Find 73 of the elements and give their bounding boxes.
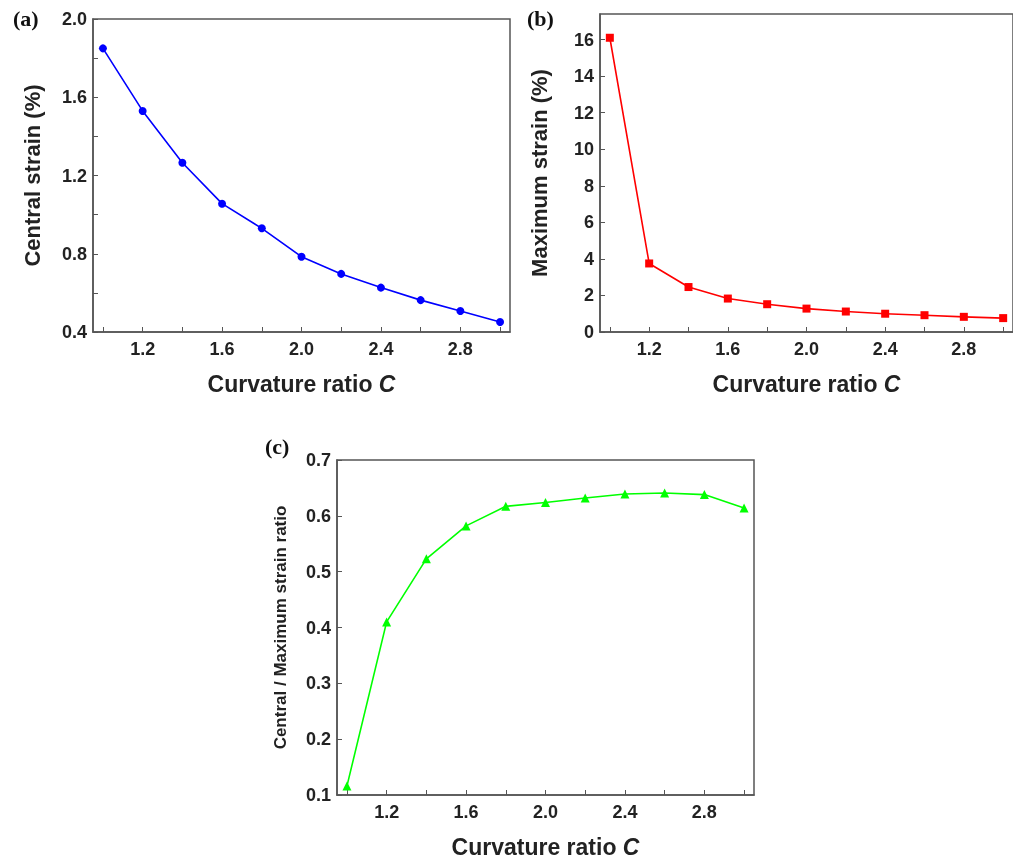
y-tick-label: 0 <box>583 322 594 342</box>
x-tick-label: 2.8 <box>951 339 977 359</box>
point <box>739 503 749 513</box>
y-tick-label: 0.2 <box>305 729 331 750</box>
point <box>959 312 968 321</box>
x-tick-label: 1.2 <box>636 339 662 359</box>
point <box>620 489 630 499</box>
y-tick-label: 1.2 <box>61 165 87 186</box>
y-tick-label: 10 <box>573 139 594 160</box>
x-axis-title: Curvature ratio C <box>712 370 901 397</box>
x-tick-label: 2.0 <box>288 339 315 359</box>
y-tick-label: 16 <box>573 29 594 50</box>
x-tick-label: 2.0 <box>532 802 559 822</box>
point <box>645 259 654 268</box>
y-tick-label: 1.6 <box>61 87 87 108</box>
point <box>416 296 425 305</box>
y-tick-label: 2.0 <box>61 9 87 29</box>
point <box>699 490 709 500</box>
point <box>218 199 227 208</box>
y-tick-label: 0.4 <box>61 322 87 342</box>
x-tick-label: 1.6 <box>453 802 479 822</box>
y-tick-label: 0.6 <box>305 505 331 526</box>
point <box>376 283 385 292</box>
point <box>496 318 505 327</box>
x-tick-label: 2.8 <box>691 802 717 822</box>
point <box>456 307 465 316</box>
y-axis-title: Maximum strain (%) <box>526 69 552 277</box>
y-tick-label: 2 <box>583 285 594 306</box>
x-tick-label: 2.0 <box>793 339 820 359</box>
y-axis-title: Central strain (%) <box>19 84 45 267</box>
point <box>920 311 929 320</box>
point <box>541 497 550 507</box>
x-tick-label: 1.6 <box>209 339 235 359</box>
y-tick-label: 0.5 <box>305 561 331 582</box>
point <box>257 224 266 233</box>
x-tick-label: 2.8 <box>447 339 473 359</box>
y-tick-label: 14 <box>573 66 594 87</box>
x-tick-label: 2.4 <box>368 339 394 359</box>
point <box>881 309 890 318</box>
point <box>999 314 1008 323</box>
point <box>342 781 352 791</box>
y-tick-label: 4 <box>583 248 594 269</box>
y-tick-label: 0.1 <box>305 785 331 805</box>
y-axis-title: Central / Maximum strain ratio <box>271 505 290 750</box>
x-tick-label: 1.6 <box>715 339 741 359</box>
x-axis-title: Curvature ratio C <box>451 833 640 860</box>
x-tick-label: 2.4 <box>612 802 638 822</box>
point <box>297 252 306 261</box>
x-tick-label: 1.2 <box>374 802 400 822</box>
point <box>178 158 187 167</box>
chart-title: (a) <box>13 5 39 31</box>
x-tick-label: 2.4 <box>872 339 898 359</box>
x-axis-title: Curvature ratio C <box>207 370 396 397</box>
chart-title: (c) <box>265 433 290 459</box>
point <box>684 283 693 292</box>
point <box>98 44 107 53</box>
point <box>723 294 732 303</box>
y-tick-label: 0.7 <box>305 450 331 470</box>
y-tick-label: 12 <box>573 102 594 123</box>
y-tick-label: 0.4 <box>305 617 331 638</box>
point <box>605 33 614 42</box>
point <box>802 304 811 313</box>
y-tick-label: 0.8 <box>61 243 87 264</box>
point <box>337 269 346 278</box>
y-tick-label: 0.3 <box>305 673 331 694</box>
x-tick-label: 1.2 <box>130 339 156 359</box>
point <box>763 300 772 309</box>
y-tick-label: 6 <box>583 212 594 233</box>
point <box>501 501 511 511</box>
y-tick-label: 8 <box>583 175 594 196</box>
chart-title: (b) <box>527 5 554 31</box>
point <box>841 307 850 316</box>
point <box>138 106 147 115</box>
